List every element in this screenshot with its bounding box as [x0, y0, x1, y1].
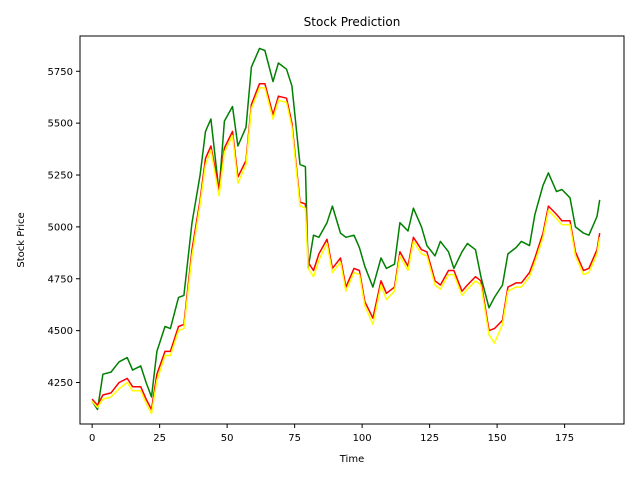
x-tick-label: 0	[89, 433, 95, 444]
x-tick-label: 75	[288, 433, 301, 444]
series-line-1	[91, 47, 601, 411]
series-line-2	[91, 82, 601, 411]
x-axis: 0 25 50 75 100 125 150 175	[89, 424, 574, 444]
x-tick-label: 150	[488, 433, 507, 444]
y-tick-label: 4500	[48, 326, 73, 337]
y-tick-label: 4250	[48, 378, 73, 389]
y-axis: 4250 4500 4750 5000 5250 5500 5750	[48, 67, 80, 389]
y-tick-label: 5500	[48, 119, 73, 130]
y-tick-label: 5750	[48, 67, 73, 78]
y-tick-label: 4750	[48, 274, 73, 285]
x-tick-label: 125	[420, 433, 439, 444]
y-axis-label: Stock Price	[16, 212, 27, 267]
y-tick-label: 5000	[48, 222, 73, 233]
chart-title: Stock Prediction	[304, 15, 401, 29]
axes-frame	[79, 35, 625, 425]
x-tick-label: 25	[153, 433, 166, 444]
x-tick-label: 50	[221, 433, 234, 444]
x-axis-label: Time	[339, 454, 364, 465]
x-tick-label: 100	[353, 433, 372, 444]
y-tick-label: 5250	[48, 171, 73, 182]
series-line-3	[91, 87, 601, 415]
series-layer	[91, 47, 601, 415]
x-tick-label: 175	[555, 433, 574, 444]
